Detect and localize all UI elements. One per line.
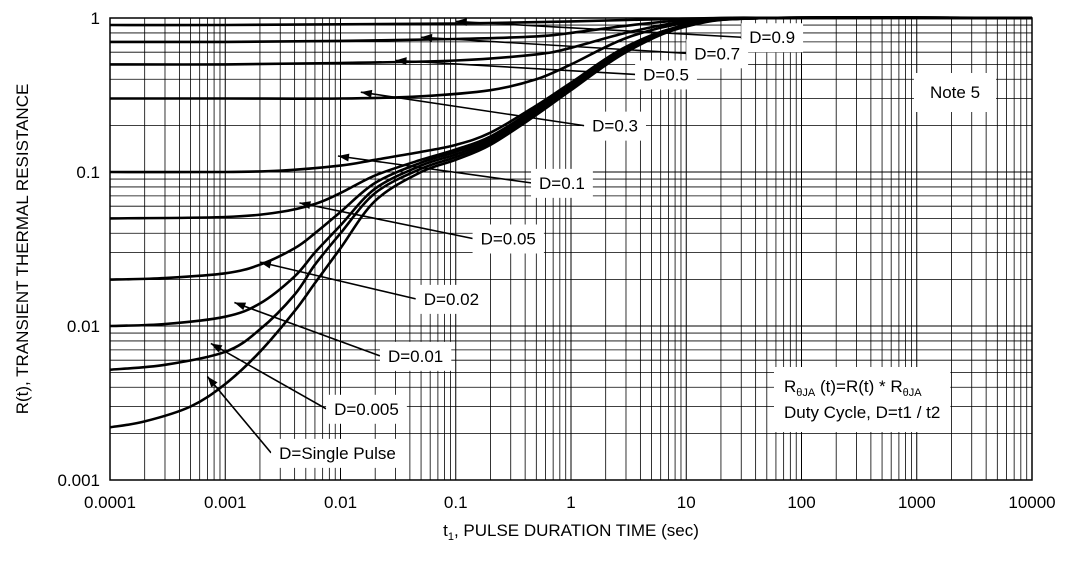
annotation-label: D=0.005 [334, 400, 399, 419]
annotation-label: D=0.01 [388, 347, 443, 366]
annotation-arrow-line [234, 301, 381, 357]
annotation-arrowhead [337, 153, 350, 162]
annotation-arrow-line [299, 202, 473, 240]
annotation-label-box [635, 60, 697, 90]
annotation-arrowhead [395, 57, 407, 66]
annotation-arrowhead [455, 18, 467, 27]
x-tick-label: 0.01 [324, 493, 357, 512]
annotation-arrowhead [299, 201, 311, 210]
annotation-label: D=0.3 [592, 117, 638, 136]
annotation-label-box [326, 394, 407, 424]
annotation-arrowhead [210, 343, 223, 353]
annotation-label-box [271, 438, 404, 468]
annotation-label-box [379, 341, 452, 371]
annotation-arrowhead [259, 260, 272, 269]
annotation-label: D=0.7 [694, 44, 740, 63]
x-tick-label: 0.0001 [84, 493, 136, 512]
x-tick-label: 1 [566, 493, 575, 512]
y-tick-label: 0.1 [76, 163, 100, 182]
formula-box: RθJA (t)=R(t) * RθJA Duty Cycle, D=t1 / … [774, 367, 951, 432]
annotation-label: D=0.5 [643, 65, 689, 84]
x-tick-label: 10000 [1008, 493, 1055, 512]
annotation-arrow-line [395, 59, 636, 76]
annotation-label: D=0.9 [749, 28, 795, 47]
annotation-label-box [415, 284, 488, 314]
note-text: Note 5 [930, 83, 980, 102]
annotation-arrowhead [207, 376, 218, 388]
annotation-label-box [531, 168, 593, 198]
x-tick-label: 0.1 [444, 493, 468, 512]
annotation-label-box [584, 111, 646, 141]
series-line [109, 16, 1033, 429]
x-tick-label: 1000 [898, 493, 936, 512]
x-tick-label: 10 [677, 493, 696, 512]
annotation-arrow-line [206, 375, 272, 454]
annotation-label-box [472, 224, 544, 254]
annotation-label: D=0.02 [424, 290, 479, 309]
note-box: Note 5 [913, 73, 997, 112]
annotation-arrow-line [337, 155, 532, 184]
annotation-arrow-line [455, 20, 742, 39]
annotation-arrow-line [421, 36, 687, 55]
annotation-label: D=0.1 [539, 174, 585, 193]
formula-line-2: Duty Cycle, D=t1 / t2 [784, 403, 940, 422]
annotation-label: D=0.05 [481, 229, 536, 248]
annotation-label: D=Single Pulse [279, 444, 396, 463]
formula-line-1: RθJA (t)=R(t) * RθJA [784, 377, 922, 399]
x-tick-label: 0.001 [204, 493, 247, 512]
annotations: D=0.9 D=0.7 D=0.5 D=0.3 D=0.1 D=0.05 D=0.02 D=0… [206, 18, 804, 468]
plot-frame [109, 17, 1033, 481]
annotation-arrowhead [360, 89, 373, 98]
y-tick-label: 1 [91, 9, 100, 28]
y-tick-label: 0.001 [57, 471, 100, 490]
annotation-arrow-line [210, 342, 327, 410]
y-axis-label: R(t), TRANSIENT THERMAL RESISTANCE [13, 84, 32, 415]
annotation-arrow-line [259, 261, 416, 300]
annotation-label-box [741, 23, 804, 53]
x-tick-label: 100 [787, 493, 815, 512]
annotation-arrowhead [234, 302, 247, 311]
annotation-arrow-line [360, 91, 585, 127]
tick-labels: 0.0001 0.001 0.01 0.1 1 10 100 1000 10000 0.001 0.… [57, 9, 1055, 512]
annotation-arrowhead [421, 33, 433, 42]
x-axis-label: t1, PULSE DURATION TIME (sec) [443, 521, 699, 543]
y-tick-label: 0.01 [67, 317, 100, 336]
